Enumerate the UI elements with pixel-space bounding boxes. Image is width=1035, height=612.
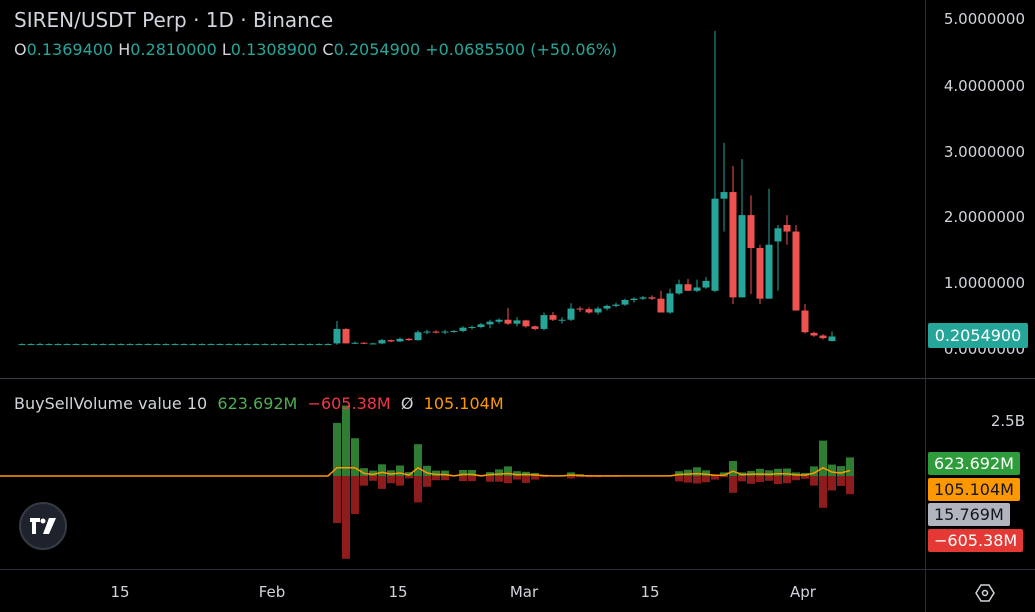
price-tick: 3.0000000 bbox=[943, 143, 1025, 161]
tradingview-logo[interactable] bbox=[19, 502, 67, 550]
volume-tick: 2.5B bbox=[990, 412, 1025, 430]
indicator-legend[interactable]: BuySellVolume value 10 623.692M −605.38M… bbox=[14, 394, 504, 413]
close-label: C bbox=[322, 40, 334, 59]
current-price-badge: 0.2054900 bbox=[928, 323, 1028, 348]
price-tick: 1.0000000 bbox=[943, 274, 1025, 292]
price-tick: 5.0000000 bbox=[943, 10, 1025, 28]
low-value: 0.1308900 bbox=[230, 40, 318, 59]
volume-pane[interactable] bbox=[0, 379, 925, 569]
time-tick: 15 bbox=[640, 583, 660, 601]
price-pane[interactable] bbox=[0, 0, 925, 378]
chart-settings-button[interactable] bbox=[970, 578, 1000, 608]
open-value: 0.1369400 bbox=[26, 40, 114, 59]
buy-volume-badge: 623.692M bbox=[928, 452, 1020, 475]
low-label: L bbox=[221, 40, 231, 59]
average-value: 105.104M bbox=[423, 394, 504, 413]
price-tick: 4.0000000 bbox=[943, 77, 1025, 95]
time-axis-divider bbox=[0, 569, 1035, 570]
sell-volume-badge: −605.38M bbox=[928, 529, 1024, 552]
open-label: O bbox=[14, 40, 27, 59]
symbol-title[interactable]: SIREN/USDT Perp · 1D · Binance bbox=[14, 8, 334, 32]
tradingview-logo-icon bbox=[30, 518, 56, 534]
price-axis-divider bbox=[925, 0, 926, 612]
price-tick: 2.0000000 bbox=[943, 208, 1025, 226]
close-value: 0.2054900 bbox=[333, 40, 421, 59]
high-label: H bbox=[118, 40, 131, 59]
indicator-name: BuySellVolume value 10 bbox=[14, 394, 208, 413]
ohlc-legend: O0.1369400 H0.2810000 L0.1308900 C0.2054… bbox=[14, 40, 617, 59]
buy-volume-value: 623.692M bbox=[217, 394, 298, 413]
sell-volume-value: −605.38M bbox=[307, 394, 391, 413]
candlestick-chart[interactable] bbox=[0, 0, 925, 378]
buy-sell-volume-chart[interactable] bbox=[0, 379, 925, 569]
time-tick: Feb bbox=[258, 583, 286, 601]
time-tick: 15 bbox=[110, 583, 130, 601]
net-volume-badge: 15.769M bbox=[928, 503, 1010, 526]
average-symbol: Ø bbox=[400, 394, 414, 413]
pane-divider[interactable] bbox=[0, 378, 1035, 379]
change-value: +0.0685500 (+50.06%) bbox=[425, 40, 618, 59]
time-tick: 15 bbox=[388, 583, 408, 601]
time-axis[interactable]: 15 Feb 15 Mar 15 Apr bbox=[0, 570, 925, 612]
time-tick: Mar bbox=[509, 583, 539, 601]
time-tick: Apr bbox=[790, 583, 816, 601]
average-badge: 105.104M bbox=[928, 478, 1020, 501]
high-value: 0.2810000 bbox=[130, 40, 217, 59]
settings-hexagon-icon bbox=[975, 584, 995, 602]
